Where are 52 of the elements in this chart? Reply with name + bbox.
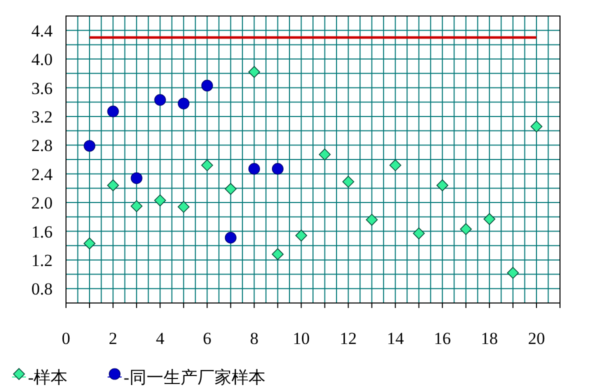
y-tick-label: 2.4 (31, 164, 54, 184)
y-tick-label: 2.8 (31, 136, 53, 156)
y-tick-label: 3.6 (31, 78, 53, 98)
x-tick-label: 4 (156, 329, 165, 348)
point (154, 194, 166, 206)
point (272, 248, 284, 260)
point (272, 163, 284, 175)
point (530, 120, 542, 132)
point (484, 213, 496, 225)
x-tick-label: 10 (292, 329, 310, 348)
x-tick-label: 6 (202, 329, 212, 348)
point (107, 106, 119, 118)
legend-label: -同一生产厂家样本 (124, 368, 266, 387)
legend-label: -样本 (28, 368, 68, 387)
point (178, 200, 190, 213)
y-tick-label: 1.6 (31, 222, 53, 242)
point (224, 232, 236, 244)
point (130, 200, 142, 212)
y-tick-label: 4.0 (31, 50, 53, 70)
point (342, 176, 354, 188)
point (366, 214, 378, 226)
y-tick-label: 1.2 (31, 250, 53, 270)
x-tick-label: 2 (108, 329, 118, 348)
point (130, 172, 142, 184)
y-tick-label: 0.8 (31, 280, 53, 299)
x-tick-label: 8 (250, 329, 258, 348)
point (507, 266, 519, 279)
x-tick-label: 20 (528, 329, 545, 348)
y-tick-label: 4.4 (31, 21, 54, 40)
y-tick-label: 2.0 (31, 194, 53, 213)
x-tick-label: 0 (62, 329, 70, 348)
point (201, 80, 213, 92)
point (224, 183, 237, 195)
point (201, 159, 214, 172)
point (248, 66, 260, 78)
point (389, 159, 402, 172)
point (436, 179, 448, 192)
point (84, 140, 96, 152)
point (460, 223, 472, 235)
point (107, 179, 119, 192)
x-tick-label: 18 (480, 329, 498, 348)
point (248, 163, 260, 175)
point (178, 98, 190, 110)
x-tick-label: 16 (434, 329, 451, 348)
x-tick-label: 12 (340, 329, 357, 348)
y-tick-label: 3.2 (31, 107, 53, 126)
point (295, 230, 308, 242)
point (84, 238, 96, 250)
point (412, 228, 425, 240)
x-tick-label: 14 (386, 329, 404, 348)
point (154, 94, 166, 106)
point (318, 148, 331, 160)
